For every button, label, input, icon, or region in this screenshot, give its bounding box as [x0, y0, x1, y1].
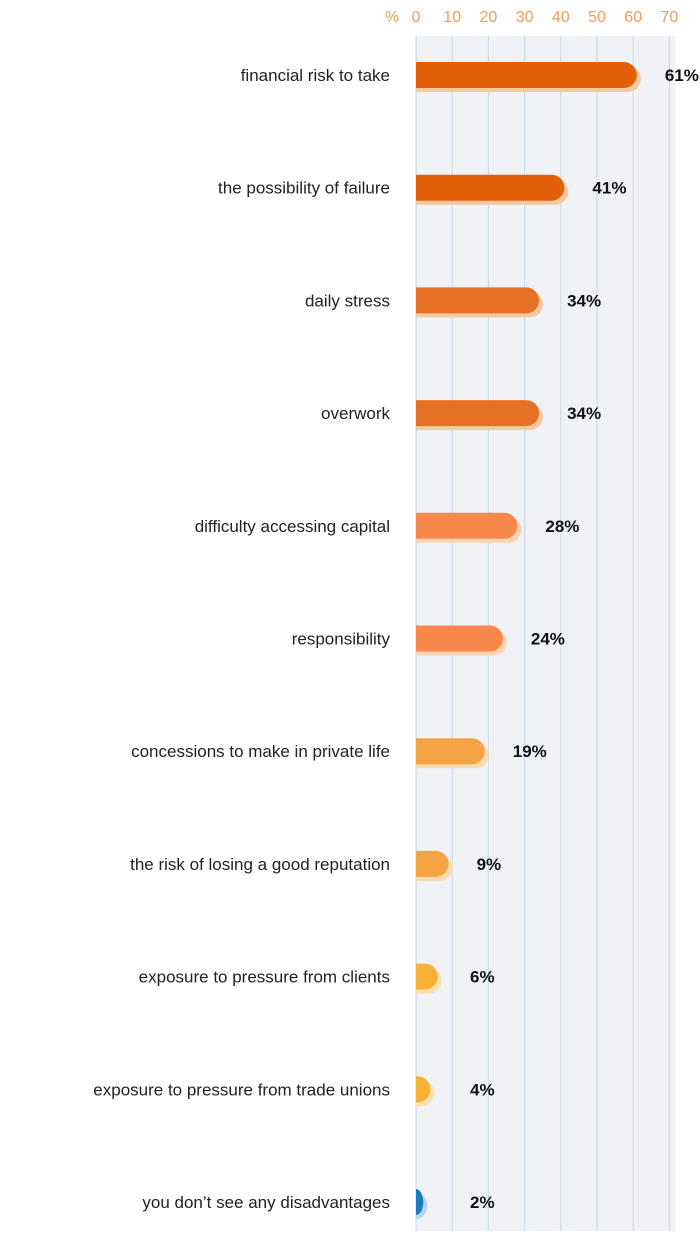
value-label: 6% [470, 968, 495, 987]
value-label: 19% [513, 742, 547, 761]
bar [416, 625, 503, 652]
value-label: 61% [665, 66, 699, 85]
category-label: concessions to make in private life [131, 742, 390, 761]
x-tick-label: 0 [412, 9, 421, 26]
category-label: you don’t see any disadvantages [142, 1193, 390, 1212]
bar [416, 963, 438, 990]
value-label: 28% [545, 517, 579, 536]
bar [416, 400, 540, 427]
category-label: daily stress [305, 291, 390, 310]
category-label: overwork [321, 404, 390, 423]
x-tick-label: 20 [480, 9, 498, 26]
bar [416, 1076, 431, 1103]
value-label: 4% [470, 1080, 495, 1099]
bar [416, 287, 540, 314]
bar [416, 738, 485, 765]
category-label: financial risk to take [241, 66, 390, 85]
x-tick-label: 10 [443, 9, 461, 26]
x-tick-label: 60 [624, 9, 642, 26]
value-label: 9% [477, 855, 502, 874]
value-label: 2% [470, 1193, 495, 1212]
category-label: responsibility [292, 630, 391, 649]
category-label: the risk of losing a good reputation [130, 855, 390, 874]
value-label: 24% [531, 630, 565, 649]
x-tick-label: 70 [661, 9, 679, 26]
value-label: 34% [567, 291, 601, 310]
category-label: exposure to pressure from clients [139, 968, 390, 987]
bar [416, 850, 449, 877]
bar [416, 512, 518, 539]
category-label: exposure to pressure from trade unions [93, 1080, 390, 1099]
x-tick-label: 50 [588, 9, 606, 26]
value-label: 41% [592, 179, 626, 198]
bar [416, 1189, 424, 1215]
x-unit-label: % [385, 9, 399, 26]
category-label: difficulty accessing capital [195, 517, 390, 536]
x-tick-label: 30 [516, 9, 534, 26]
bar [416, 62, 637, 88]
x-tick-label: 40 [552, 9, 570, 26]
category-label: the possibility of failure [218, 179, 390, 198]
value-label: 34% [567, 404, 601, 423]
bar [416, 174, 565, 201]
